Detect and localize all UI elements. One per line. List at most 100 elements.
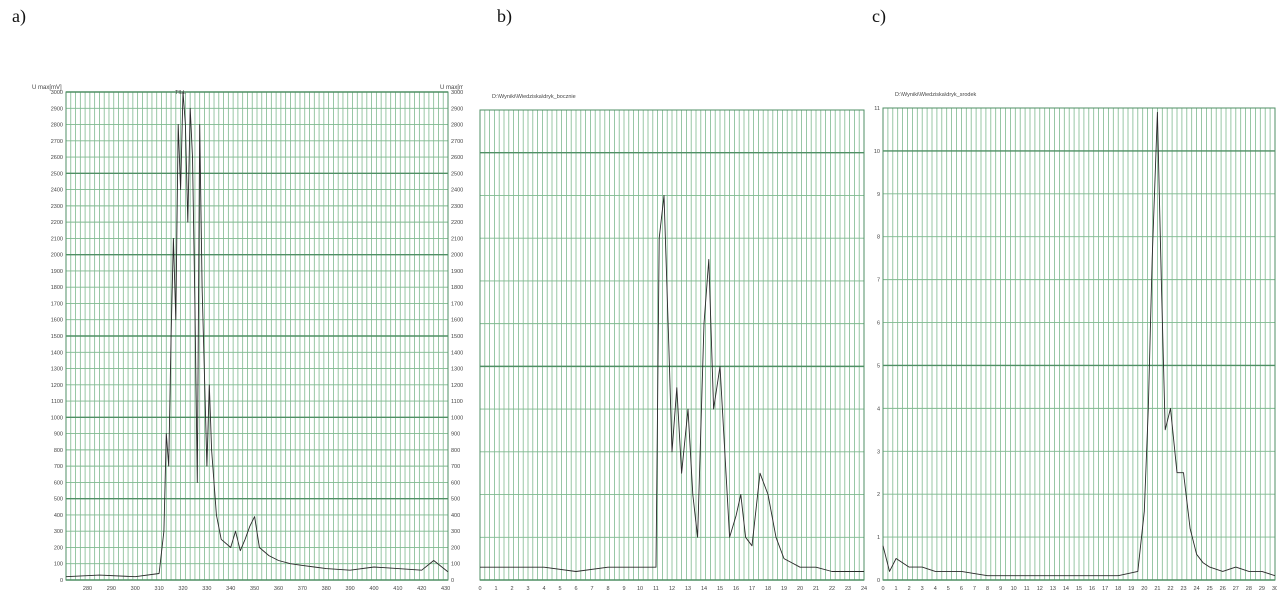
- x-tick-label: 280: [83, 586, 92, 592]
- x-tick-label: 9: [999, 586, 1002, 592]
- x-tick-label: 9: [622, 586, 625, 592]
- x-tick-label: 24: [1194, 586, 1200, 592]
- panel-label-c: c): [872, 6, 886, 26]
- y-tick-label: 400: [54, 513, 63, 519]
- x-tick-label: 1: [494, 586, 497, 592]
- y-axis-title-right: U max[mV]: [440, 85, 463, 91]
- y-tick-label-right: 1600: [451, 318, 463, 324]
- x-tick-label: 310: [155, 586, 164, 592]
- x-tick-label: 14: [1063, 586, 1069, 592]
- y-tick-label: 1400: [51, 350, 63, 356]
- y-tick-label-right: 300: [451, 529, 460, 535]
- x-tick-label: 8: [986, 586, 989, 592]
- y-tick-label-right: 2400: [451, 188, 463, 194]
- series-line: [65, 91, 449, 578]
- y-tick-label: 11: [874, 106, 880, 112]
- x-tick-label: 1: [895, 586, 898, 592]
- x-tick-label: 340: [226, 586, 235, 592]
- series-line: [882, 111, 1276, 577]
- plot-frame: [65, 91, 449, 581]
- x-tick-label: 21: [1154, 586, 1160, 592]
- y-tick-label: 3: [877, 449, 880, 455]
- y-tick-label: 600: [54, 480, 63, 486]
- peak-label: TILL: [175, 90, 186, 96]
- y-tick-label: 900: [54, 432, 63, 438]
- x-tick-label: 12: [669, 586, 675, 592]
- x-tick-label: 16: [733, 586, 739, 592]
- x-tick-label: 13: [1050, 586, 1056, 592]
- x-tick-label: 20: [797, 586, 803, 592]
- x-tick-label: 4: [542, 586, 545, 592]
- x-tick-label: 18: [765, 586, 771, 592]
- y-tick-label: 1100: [51, 399, 63, 405]
- x-tick-label: 6: [960, 586, 963, 592]
- x-tick-label: 11: [1024, 586, 1030, 592]
- x-tick-label: 2: [908, 586, 911, 592]
- y-tick-label-right: 2500: [451, 171, 463, 177]
- y-tick-label: 200: [54, 545, 63, 551]
- y-tick-label-right: 1900: [451, 269, 463, 275]
- y-tick-label-right: 2900: [451, 106, 463, 112]
- y-tick-label: 4: [877, 406, 880, 412]
- y-tick-label-right: 1500: [451, 334, 463, 340]
- y-tick-label-right: 900: [451, 432, 460, 438]
- series-line: [480, 195, 864, 572]
- y-tick-label: 2900: [51, 106, 63, 112]
- x-tick-label: 10: [1011, 586, 1017, 592]
- x-tick-label: 19: [781, 586, 787, 592]
- x-tick-label: 360: [274, 586, 283, 592]
- x-tick-label: 22: [1167, 586, 1173, 592]
- y-tick-label-right: 100: [451, 562, 460, 568]
- y-tick-label-right: 2600: [451, 155, 463, 161]
- y-tick-label: 2: [877, 492, 880, 498]
- y-tick-label: 2500: [51, 171, 63, 177]
- x-tick-label: 10: [637, 586, 643, 592]
- y-tick-label-right: 1400: [451, 350, 463, 356]
- x-tick-label: 15: [1076, 586, 1082, 592]
- y-tick-label-right: 400: [451, 513, 460, 519]
- y-axis-title: U max[mV]: [32, 85, 62, 91]
- y-tick-label-right: 1000: [451, 415, 463, 421]
- x-tick-label: 430: [441, 586, 450, 592]
- y-tick-label-right: 2100: [451, 236, 463, 242]
- y-tick-label-right: 2000: [451, 253, 463, 259]
- y-tick-label-right: 200: [451, 545, 460, 551]
- x-tick-label: 14: [701, 586, 707, 592]
- plot-frame: [479, 109, 865, 581]
- x-tick-label: 420: [417, 586, 426, 592]
- y-tick-label: 1: [877, 535, 880, 541]
- x-tick-label: 24: [861, 586, 867, 592]
- y-tick-label-right: 1700: [451, 301, 463, 307]
- chart-b: 0123456789101101234567891011121314151617…: [478, 94, 867, 592]
- x-tick-label: 30: [1272, 586, 1277, 592]
- y-tick-label-right: 500: [451, 497, 460, 503]
- x-tick-label: 17: [1102, 586, 1108, 592]
- y-tick-label: 5: [877, 363, 880, 369]
- y-tick-label-right: 0: [451, 578, 454, 584]
- x-tick-label: 13: [685, 586, 691, 592]
- x-tick-label: 11: [653, 586, 659, 592]
- y-tick-label: 8: [877, 235, 880, 241]
- x-tick-label: 28: [1246, 586, 1252, 592]
- x-tick-label: 410: [393, 586, 402, 592]
- x-tick-label: 390: [346, 586, 355, 592]
- x-tick-label: 3: [921, 586, 924, 592]
- x-tick-label: 12: [1037, 586, 1043, 592]
- y-tick-label: 10: [874, 149, 880, 155]
- x-tick-label: 380: [322, 586, 331, 592]
- y-tick-label-right: 2700: [451, 139, 463, 145]
- x-tick-label: 20: [1141, 586, 1147, 592]
- x-tick-label: 18: [1115, 586, 1121, 592]
- y-tick-label: 2600: [51, 155, 63, 161]
- x-tick-label: 5: [558, 586, 561, 592]
- y-tick-label: 1200: [51, 383, 63, 389]
- x-tick-label: 17: [749, 586, 755, 592]
- x-tick-label: 330: [202, 586, 211, 592]
- y-tick-label: 1600: [51, 318, 63, 324]
- chart-header: D:\Wyniki\Wiedziska\dryk_bocznie: [492, 94, 576, 100]
- y-tick-label: 2400: [51, 188, 63, 194]
- y-tick-label-right: 2300: [451, 204, 463, 210]
- x-tick-label: 300: [131, 586, 140, 592]
- x-tick-label: 3: [526, 586, 529, 592]
